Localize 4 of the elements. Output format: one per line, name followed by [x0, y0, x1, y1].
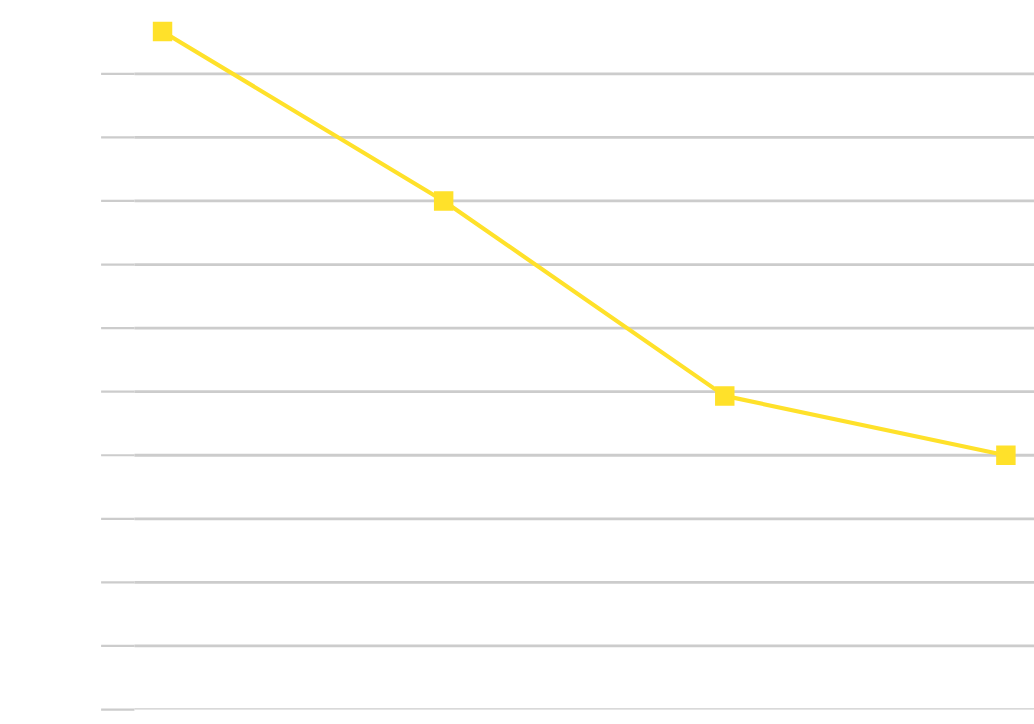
point: [715, 386, 735, 406]
point: [152, 21, 173, 42]
point: [996, 445, 1016, 465]
point: [433, 191, 454, 211]
